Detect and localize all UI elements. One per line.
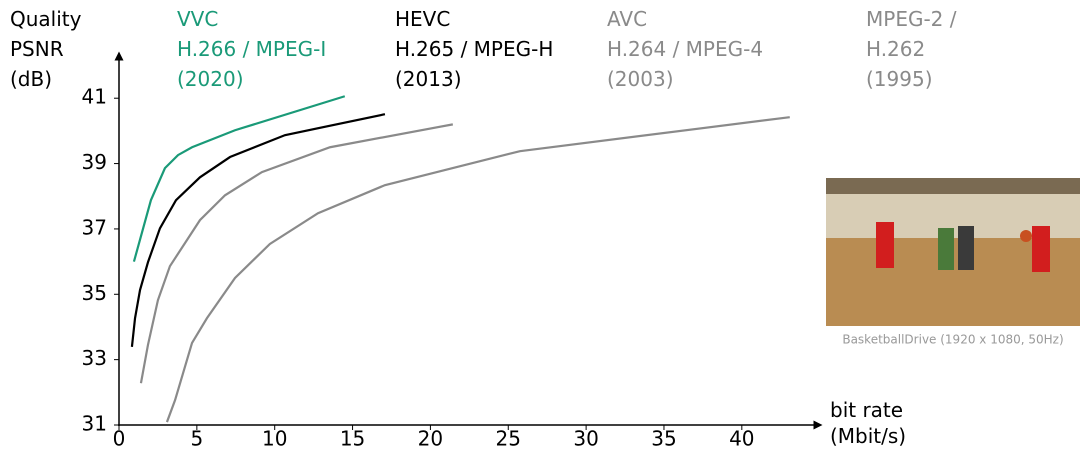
x-tick-label: 30	[573, 427, 598, 451]
series-line	[134, 96, 345, 261]
x-tick-label: 5	[190, 427, 203, 451]
series-label: MPEG-2 / H.262 (1995)	[866, 4, 957, 94]
x-tick-label: 0	[113, 427, 126, 451]
y-tick-label: 35	[82, 281, 107, 305]
x-axis-label: bit rate (Mbit/s)	[830, 397, 906, 449]
y-tick-label: 39	[82, 150, 107, 174]
y-tick-label: 31	[82, 412, 107, 436]
series-label: AVC H.264 / MPEG-4 (2003)	[607, 4, 763, 94]
x-tick-label: 10	[262, 427, 287, 451]
y-tick-label: 33	[82, 346, 107, 370]
series-line	[132, 114, 385, 347]
series-line	[141, 124, 453, 383]
y-axis-label: Quality PSNR (dB)	[10, 4, 81, 94]
series-line	[167, 117, 790, 422]
x-tick-label: 15	[340, 427, 365, 451]
image-caption: BasketballDrive (1920 x 1080, 50Hz)	[842, 333, 1063, 347]
x-tick-label: 20	[418, 427, 443, 451]
x-tick-label: 40	[729, 427, 754, 451]
x-tick-label: 25	[496, 427, 521, 451]
y-tick-label: 41	[82, 85, 107, 109]
page: {"chart_data": {"type": "line", "y_label…	[0, 0, 1080, 457]
series-label: VVC H.266 / MPEG-I (2020)	[177, 4, 326, 94]
y-tick-label: 37	[82, 215, 107, 239]
x-tick-label: 35	[651, 427, 676, 451]
thumbnail	[826, 178, 1080, 326]
series-label: HEVC H.265 / MPEG-H (2013)	[395, 4, 553, 94]
